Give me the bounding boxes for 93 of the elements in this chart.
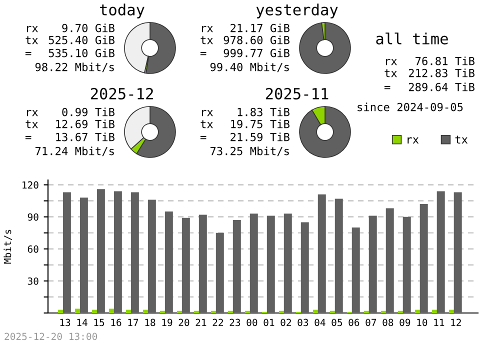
x-tick-label: 14 (77, 318, 88, 326)
x-tick-label: 01 (264, 318, 274, 326)
text: tx 525.40 GiB (26, 36, 114, 44)
x-tick-label: 08 (382, 318, 394, 326)
y-tick-label: 30 (28, 277, 38, 285)
text: tx 19.75 TiB (200, 120, 290, 128)
bar (92, 310, 98, 313)
text: tx 212.83 TiB (384, 68, 474, 78)
x-tick-label: 03 (298, 318, 308, 326)
x-tick-label: 05 (332, 318, 342, 326)
text: rx 76.81 TiB (386, 56, 474, 66)
text: since 2024-09-05 (358, 102, 463, 112)
x-tick-label: 04 (314, 318, 326, 326)
bar (75, 308, 80, 313)
text: = 21.59 TiB (200, 132, 290, 142)
bar (182, 218, 190, 313)
bar (148, 200, 156, 313)
text: 73.25 Mbit/s (210, 146, 289, 156)
bar (334, 198, 343, 313)
bar (448, 310, 454, 313)
chart-title: today (100, 4, 144, 18)
x-tick-label: 21 (196, 318, 206, 326)
x-tick-label: 15 (94, 318, 104, 326)
x-tick-label: 23 (230, 318, 240, 326)
text: = 289.64 TiB (384, 82, 474, 92)
x-tick-label: 07 (366, 318, 376, 326)
bar (414, 310, 420, 313)
x-tick-label: 20 (178, 318, 190, 326)
bar (130, 192, 139, 313)
bar (250, 214, 258, 313)
bar (318, 194, 326, 313)
bar (402, 216, 411, 313)
bar (386, 208, 394, 313)
y-axis-title: Mbit/s (4, 230, 12, 264)
bar (126, 310, 132, 313)
bar (80, 198, 88, 313)
text: = 999.77 GiB (200, 48, 290, 58)
bar (420, 204, 428, 313)
x-tick-label: 18 (145, 318, 156, 326)
x-tick-label: 13 (60, 318, 70, 326)
chart-title: 2025-12 (90, 88, 153, 100)
x-tick-label: 10 (417, 318, 428, 326)
x-tick-label: 17 (128, 318, 138, 326)
x-tick-label: 19 (162, 318, 172, 326)
bar (216, 232, 224, 313)
x-tick-label: 09 (400, 318, 410, 326)
bar (109, 308, 114, 313)
bar (454, 192, 462, 313)
legend-label: rx (408, 137, 419, 144)
x-tick-label: 06 (348, 318, 360, 326)
donut-slice (299, 22, 351, 74)
y-tick-label: 60 (28, 245, 38, 253)
bar (436, 191, 445, 313)
text: 99.40 Mbit/s (210, 62, 289, 72)
bar (198, 214, 207, 313)
x-tick-label: 16 (111, 318, 122, 326)
text: tx 978.60 GiB (200, 36, 290, 44)
bar (62, 192, 71, 313)
legend-label: tx (455, 136, 468, 144)
chart-title: yesterday (256, 4, 338, 18)
text: = 535.10 GiB (25, 48, 114, 58)
x-tick-label: 02 (280, 318, 291, 326)
bar (266, 216, 275, 313)
bar (300, 222, 309, 313)
bar (143, 310, 148, 313)
bar (96, 189, 105, 313)
text: 71.24 Mbit/s (35, 146, 114, 156)
bar (432, 310, 438, 313)
y-tick-label: 90 (28, 213, 38, 221)
text: 98.22 Mbit/s (35, 62, 114, 72)
y-tick-label: 120 (22, 181, 38, 189)
x-tick-label: 00 (246, 318, 258, 326)
x-tick-label: 12 (451, 318, 461, 326)
bar (58, 310, 64, 313)
chart-title: 2025-11 (266, 88, 328, 100)
text: tx 12.69 TiB (26, 120, 114, 128)
x-tick-label: 22 (212, 318, 223, 326)
text: rx 9.70 GiB (26, 24, 114, 32)
x-tick-label: 11 (434, 318, 444, 326)
bar (312, 310, 318, 313)
donut-slice (299, 106, 351, 158)
bar (368, 216, 377, 313)
text: all time (376, 32, 448, 44)
text: 2025-12-20 13:00 (4, 332, 98, 340)
bar (114, 191, 122, 313)
bar (284, 214, 292, 313)
text: rx 21.17 GiB (202, 24, 290, 32)
bar (232, 220, 241, 313)
bar (164, 212, 173, 313)
text: rx 0.99 TiB (26, 108, 114, 116)
text: rx 1.83 TiB (202, 108, 290, 116)
bar (352, 228, 360, 313)
text: = 13.67 TiB (25, 132, 114, 142)
